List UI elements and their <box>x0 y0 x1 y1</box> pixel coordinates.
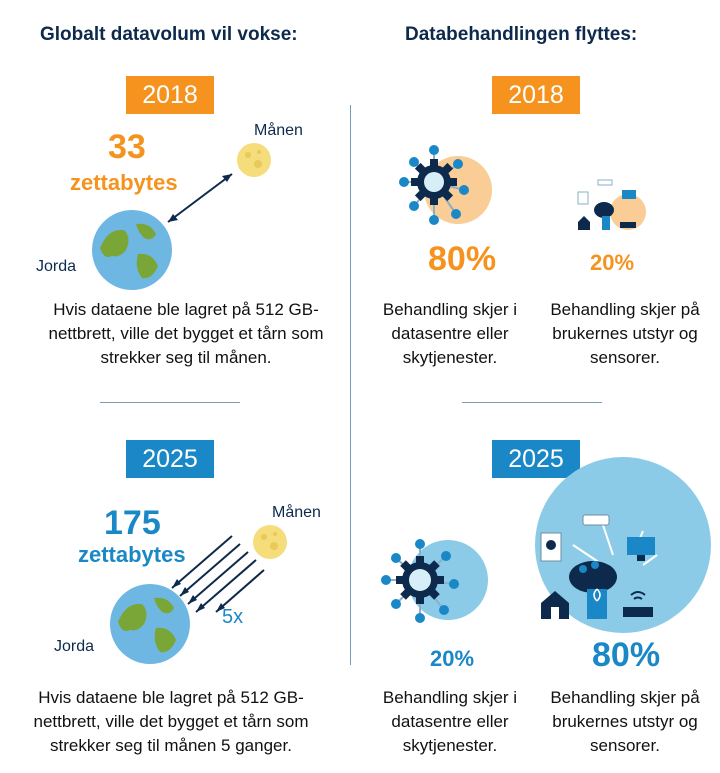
data-unit-2018: zettabytes <box>70 170 178 195</box>
edge-percent-2025: 80% <box>592 636 661 674</box>
earth-label-2018: Jorda <box>36 258 77 275</box>
data-unit-2025: zettabytes <box>78 542 186 567</box>
description-left-2025: Hvis dataene ble lagret på 512 GB-nettbr… <box>33 688 309 755</box>
multiplier-label: 5x <box>222 606 244 628</box>
year-badge-left-2025: 2025 <box>126 440 214 478</box>
edge-devices-icon <box>535 457 711 633</box>
year-badge-left-2018: 2018 <box>126 76 214 114</box>
right-heading: Databehandlingen flyttes: <box>405 24 638 45</box>
edge-devices-icon <box>577 179 646 230</box>
year-badge-right-2025: 2025 <box>492 440 580 478</box>
earth-icon <box>92 210 172 290</box>
edge-text-2025: Behandling skjer på brukernes utstyr og … <box>550 688 700 755</box>
moon-icon <box>237 143 271 177</box>
distance-arrows <box>171 535 265 613</box>
edge-text-2018: Behandling skjer på brukernes utstyr og … <box>550 300 700 367</box>
datacenter-percent-2018: 80% <box>428 240 497 278</box>
datacenter-gear-icon <box>381 539 488 623</box>
datacenter-gear-icon <box>399 145 492 225</box>
datacenter-text-2025: Behandling skjer i datasentre eller skyt… <box>382 688 518 755</box>
datacenter-percent-2025: 20% <box>430 646 475 671</box>
moon-label-2018: Månen <box>254 122 303 139</box>
moon-icon <box>253 525 287 559</box>
distance-arrow <box>167 173 233 223</box>
left-divider <box>100 402 240 403</box>
left-heading: Globalt datavolum vil vokse: <box>40 24 298 45</box>
description-left-2018: Hvis dataene ble lagret på 512 GB-nettbr… <box>48 300 324 367</box>
right-divider <box>462 402 602 403</box>
year-badge-right-2018: 2018 <box>492 76 580 114</box>
moon-label-2025: Månen <box>272 504 321 521</box>
earth-icon <box>110 584 190 664</box>
datacenter-text-2018: Behandling skjer i datasentre eller skyt… <box>382 300 518 367</box>
data-amount-2025: 175 <box>104 504 161 542</box>
data-amount-2018: 33 <box>108 128 146 166</box>
edge-percent-2018: 20% <box>590 250 635 275</box>
center-divider <box>350 105 351 665</box>
earth-label-2025: Jorda <box>54 638 95 655</box>
